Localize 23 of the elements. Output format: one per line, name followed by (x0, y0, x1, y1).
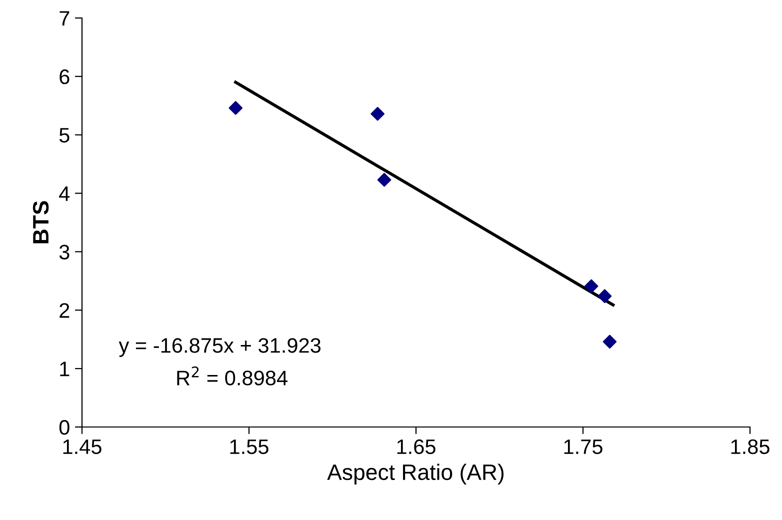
y-tick-label: 4 (59, 186, 70, 201)
y-axis-title: BTS (32, 201, 49, 244)
x-tick-label: 1.65 (397, 439, 436, 454)
y-tick-label: 6 (60, 69, 70, 84)
point (370, 106, 384, 121)
annotation: y = -16.875x + 31.923 (118, 338, 321, 357)
annotation: R$^{2}$ = 0.8984 (177, 366, 288, 386)
x-axis-title: Aspect Ratio (AR) (327, 464, 504, 484)
point (602, 334, 617, 349)
y-tick-label: 2 (60, 303, 70, 318)
y-tick-label: 5 (59, 128, 70, 143)
x-tick-label: 1.75 (564, 440, 602, 454)
x-tick-label: 1.85 (731, 439, 770, 454)
point (598, 289, 612, 304)
x-tick-label: 1.55 (230, 440, 268, 454)
y-tick-label: 1 (60, 362, 70, 376)
y-tick-label: 3 (59, 244, 70, 260)
y-tick-label: 7 (60, 11, 70, 26)
x-tick-label: 1.45 (63, 440, 102, 454)
point (228, 101, 243, 115)
point (377, 172, 392, 187)
y-tick-label: 0 (59, 420, 70, 435)
point (584, 279, 598, 294)
